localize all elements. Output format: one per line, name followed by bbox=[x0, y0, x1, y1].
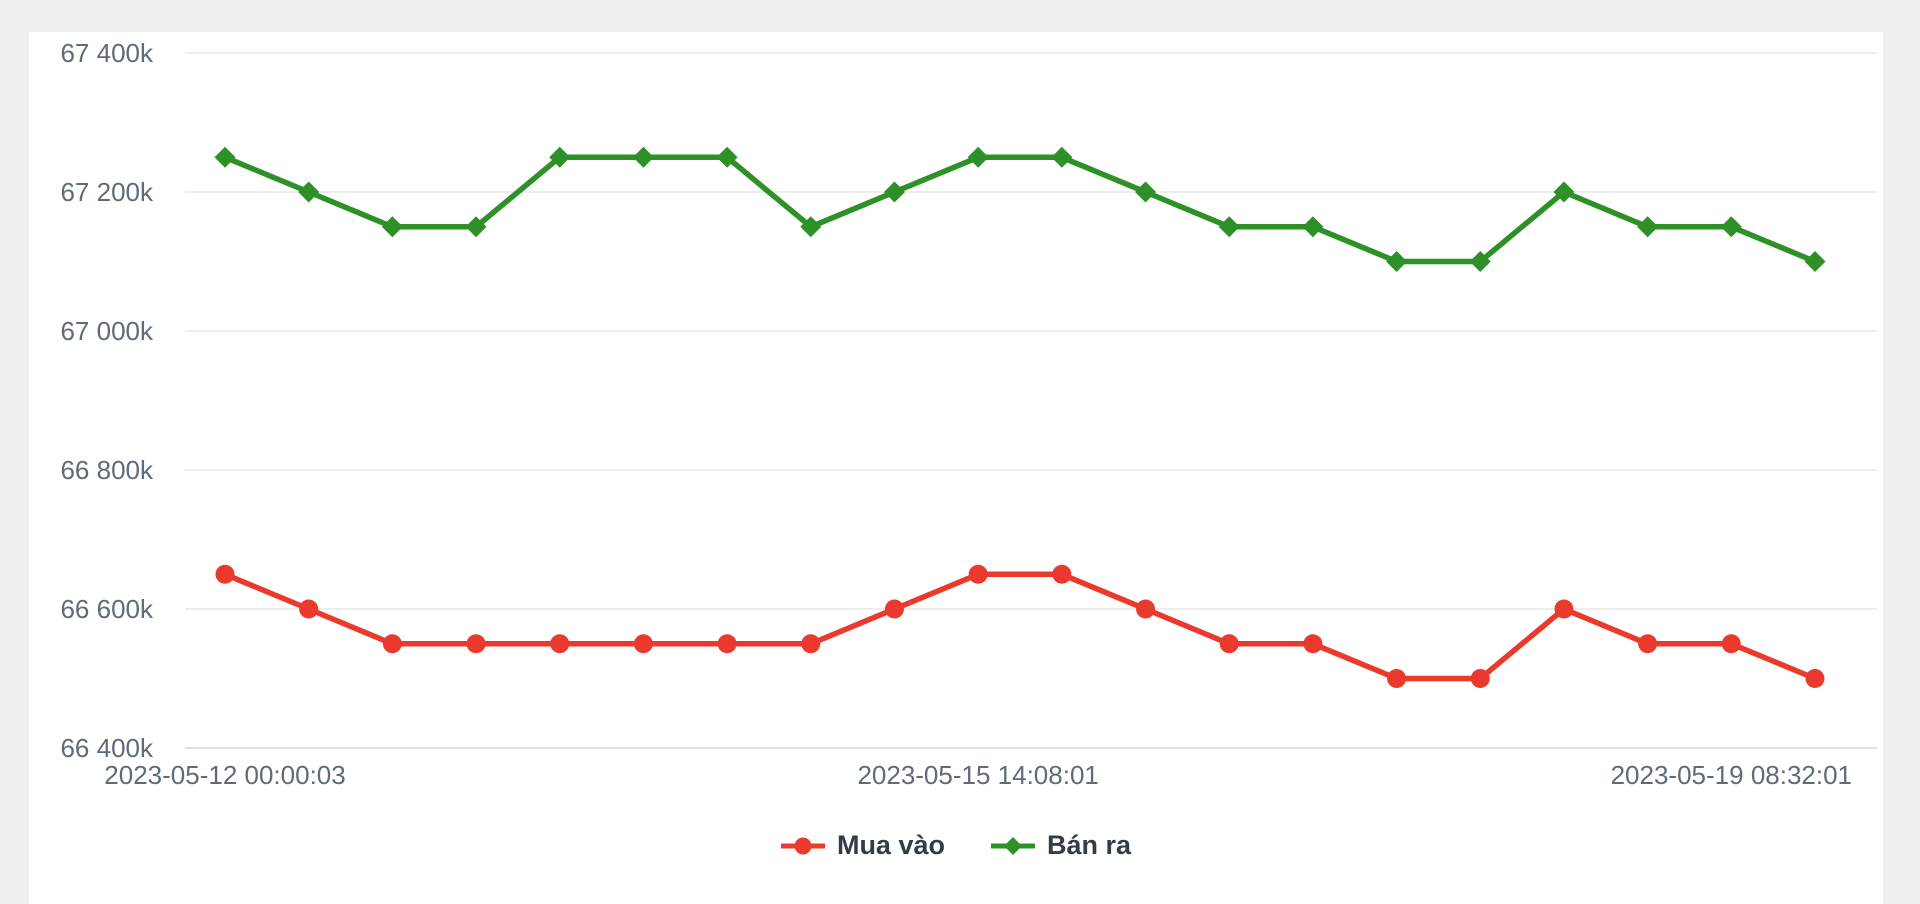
data-point-marker[interactable] bbox=[1720, 216, 1742, 238]
y-tick-label: 67 200k bbox=[60, 177, 154, 207]
legend-label-ban-ra: Bán ra bbox=[1046, 830, 1132, 860]
data-point-marker[interactable] bbox=[214, 146, 236, 168]
data-point-marker[interactable] bbox=[1135, 181, 1157, 203]
y-tick-label: 66 400k bbox=[60, 733, 154, 763]
x-axis-labels-group: 2023-05-12 00:00:03 2023-05-15 14:08:01 20… bbox=[104, 760, 1852, 790]
data-point-marker[interactable] bbox=[1051, 146, 1073, 168]
legend-label-mua-vao: Mua vào bbox=[836, 830, 945, 860]
data-point-marker[interactable] bbox=[298, 181, 320, 203]
data-point-marker[interactable] bbox=[1805, 669, 1825, 688]
x-tick-label: 2023-05-19 08:32:01 bbox=[1611, 760, 1852, 790]
data-point-marker[interactable] bbox=[1554, 599, 1574, 619]
data-point-marker[interactable] bbox=[1218, 216, 1240, 238]
data-point-marker[interactable] bbox=[381, 216, 403, 238]
series-line bbox=[222, 154, 1818, 265]
gridlines-group bbox=[185, 52, 1877, 749]
data-point-marker[interactable] bbox=[1470, 669, 1490, 688]
series-mua-vao[interactable] bbox=[215, 564, 1825, 688]
data-point-marker[interactable] bbox=[1302, 216, 1324, 238]
data-point-marker[interactable] bbox=[1387, 669, 1407, 688]
data-point-marker[interactable] bbox=[215, 564, 235, 584]
data-point-marker[interactable] bbox=[632, 146, 654, 168]
data-point-marker[interactable] bbox=[1052, 564, 1072, 584]
data-point-marker[interactable] bbox=[382, 634, 402, 654]
data-point-marker[interactable] bbox=[1637, 216, 1659, 238]
chart-legend: Mua vào Bán ra bbox=[29, 830, 1883, 861]
legend-item-ban-ra[interactable]: Bán ra bbox=[990, 830, 1132, 861]
y-tick-label: 66 600k bbox=[60, 594, 154, 624]
data-point-marker[interactable] bbox=[883, 181, 905, 203]
data-point-marker[interactable] bbox=[716, 146, 738, 168]
data-point-marker[interactable] bbox=[717, 634, 737, 654]
data-point-marker[interactable] bbox=[466, 634, 486, 654]
x-tick-label: 2023-05-12 00:00:03 bbox=[104, 760, 345, 790]
chart-card bbox=[29, 32, 1883, 904]
legend-circle-marker-icon bbox=[780, 837, 825, 854]
data-point-marker[interactable] bbox=[550, 634, 570, 654]
data-point-marker[interactable] bbox=[968, 564, 988, 584]
data-point-marker[interactable] bbox=[1469, 251, 1491, 272]
data-point-marker[interactable] bbox=[801, 634, 821, 654]
data-point-marker[interactable] bbox=[299, 599, 319, 619]
data-point-marker[interactable] bbox=[549, 146, 571, 168]
data-point-marker[interactable] bbox=[1303, 634, 1323, 654]
data-point-marker[interactable] bbox=[1804, 251, 1826, 272]
legend-diamond-marker-icon bbox=[990, 836, 1035, 855]
data-point-marker[interactable] bbox=[1386, 251, 1408, 272]
data-point-marker[interactable] bbox=[633, 634, 653, 654]
y-tick-label: 67 000k bbox=[60, 316, 154, 346]
data-point-marker[interactable] bbox=[1638, 634, 1658, 654]
y-tick-label: 66 800k bbox=[60, 455, 154, 485]
series-group[interactable] bbox=[214, 146, 1826, 688]
data-point-marker[interactable] bbox=[465, 216, 487, 238]
data-point-marker[interactable] bbox=[1553, 181, 1575, 203]
data-point-marker[interactable] bbox=[967, 146, 989, 168]
legend-item-mua-vao[interactable]: Mua vào bbox=[780, 830, 945, 861]
data-point-marker[interactable] bbox=[1136, 599, 1156, 619]
series-ban-ra[interactable] bbox=[214, 146, 1826, 272]
data-point-marker[interactable] bbox=[800, 216, 822, 238]
y-axis-labels-group: 66 400k 66 600k 66 800k 67 000k 67 200k 67 40… bbox=[60, 38, 154, 763]
data-point-marker[interactable] bbox=[1721, 634, 1741, 654]
data-point-marker[interactable] bbox=[884, 599, 904, 619]
y-tick-label: 67 400k bbox=[60, 38, 154, 68]
x-tick-label: 2023-05-15 14:08:01 bbox=[857, 760, 1098, 790]
series-line bbox=[222, 571, 1818, 682]
data-point-marker[interactable] bbox=[1219, 634, 1239, 654]
